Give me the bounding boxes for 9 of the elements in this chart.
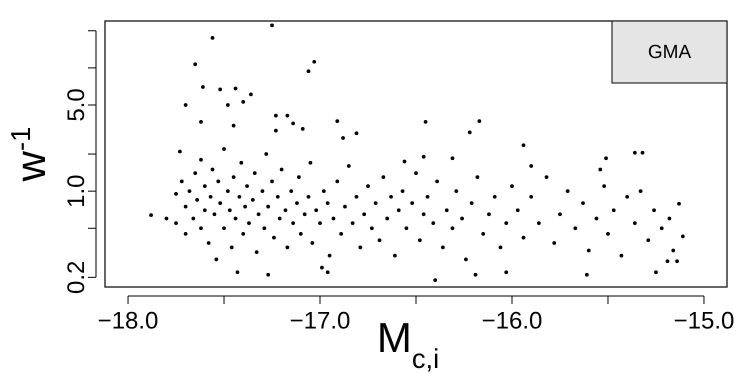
x-axis-title: M$_{c,i}$	[376, 314, 440, 374]
y-tick-label: 5.0	[63, 88, 90, 122]
y-tick-label: 0.2	[63, 260, 90, 294]
y-tick-label: 1.0	[63, 174, 90, 208]
x-tick-label: −18.0	[98, 308, 158, 335]
legend: GMA	[612, 20, 728, 84]
x-tick-label: −17.0	[290, 308, 350, 335]
x-tick-label: −15.0	[674, 308, 734, 335]
x-tick-label: −16.0	[482, 308, 542, 335]
